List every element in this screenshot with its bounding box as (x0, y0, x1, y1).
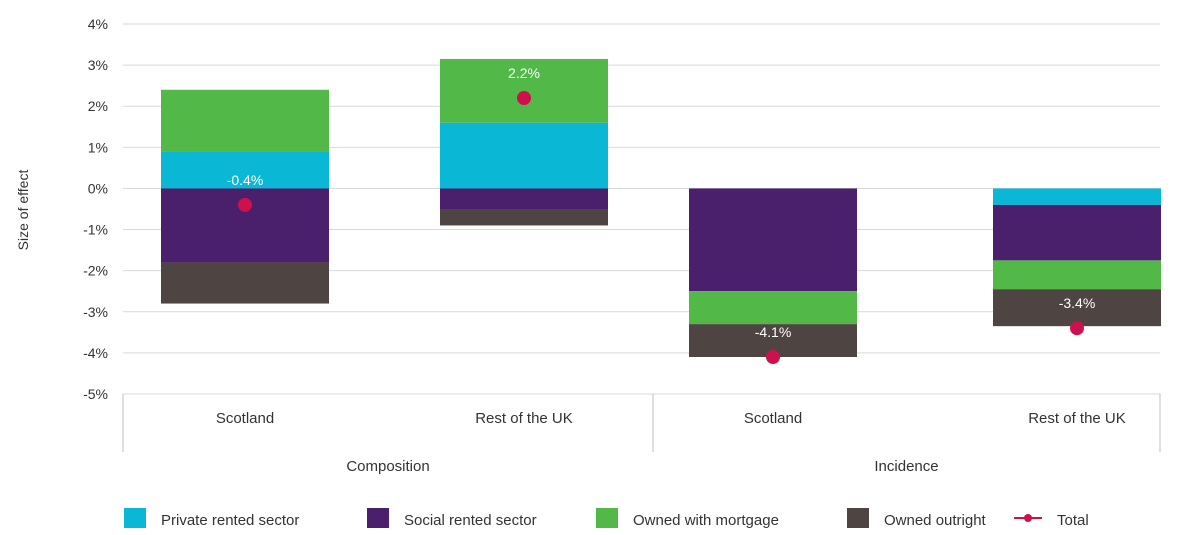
bar-segment (993, 204, 1161, 261)
legend-swatch (124, 508, 146, 528)
y-tick-label: 3% (88, 57, 108, 73)
legend-marker (1024, 514, 1032, 522)
legend-swatch (367, 508, 389, 528)
y-tick-label: -2% (83, 263, 108, 279)
total-point (238, 197, 252, 212)
x-tick-label: Scotland (744, 410, 802, 427)
y-tick-label: 4% (88, 16, 108, 32)
y-axis-title: Size of effect (15, 170, 31, 251)
total-point (766, 350, 780, 364)
bar-segment (161, 89, 329, 152)
bar-segment (161, 151, 329, 189)
total-label: -4.1% (755, 324, 792, 340)
bar-segment (440, 122, 608, 189)
y-tick-label: 0% (88, 180, 108, 196)
total-label: -3.4% (1059, 295, 1096, 311)
bar-segment (689, 291, 857, 325)
legend-swatch (847, 508, 869, 528)
bar-segment (440, 58, 608, 123)
bar-segment (993, 289, 1161, 327)
bar-segment (689, 188, 857, 292)
y-tick-label: -5% (83, 386, 108, 402)
legend-label: Total (1057, 512, 1089, 529)
bar-segment (161, 262, 329, 304)
bar-segment (440, 188, 608, 209)
legend-label: Private rented sector (161, 512, 299, 529)
bar-segment (993, 260, 1161, 290)
axes: 4% 3% 2% 1% 0% -1% -2% -3% -4% -5% Scotland Rest of… (83, 16, 1161, 475)
group-label: Composition (346, 458, 429, 475)
legend-label: Owned with mortgage (633, 512, 779, 529)
total-point (1070, 321, 1084, 336)
total-label: 2.2% (508, 65, 540, 81)
legend-label: Owned outright (884, 512, 987, 529)
y-tick-label: -4% (83, 345, 108, 361)
legend-label: Social rented sector (404, 512, 537, 529)
y-tick-label: -1% (83, 222, 108, 238)
bar-segment (993, 188, 1161, 205)
legend-swatch (596, 508, 618, 528)
x-tick-label: Rest of the UK (475, 410, 573, 427)
total-label: -0.4% (227, 172, 264, 188)
totals: -0.4% 2.2% -4.1% -3.4% (227, 65, 1096, 364)
bars (161, 58, 1161, 357)
legend: Private rented sector Social rented secto… (124, 508, 1089, 529)
y-tick-label: 1% (88, 139, 108, 155)
bar-segment (440, 209, 608, 226)
y-tick-label: -3% (83, 304, 108, 320)
x-tick-label: Scotland (216, 410, 274, 427)
group-label: Incidence (874, 458, 938, 475)
total-point (517, 91, 531, 105)
y-tick-label: 2% (88, 98, 108, 114)
x-tick-label: Rest of the UK (1028, 410, 1126, 427)
